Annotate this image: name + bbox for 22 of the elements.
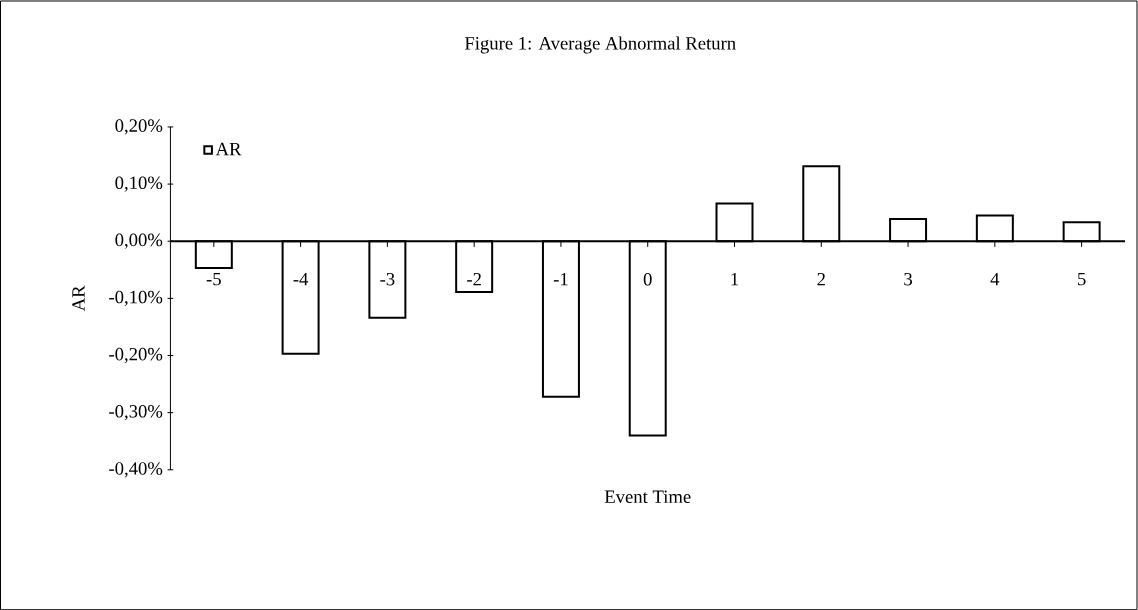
y-tick-label: 0,20%: [115, 119, 163, 135]
y-tick-label: 0,10%: [115, 176, 163, 192]
x-tick-label: 2: [817, 272, 825, 286]
x-tick-label: -5: [206, 272, 221, 286]
x-tick-label: 4: [990, 272, 1000, 286]
y-axis-title: AR: [72, 285, 85, 312]
y-tick-label: -0,20%: [109, 347, 163, 364]
y-tick-label: -0,10%: [109, 290, 163, 306]
y-tick-label: -0,30%: [109, 404, 163, 421]
x-tick-label: 0: [643, 272, 652, 286]
x-tick-label: 3: [904, 272, 913, 286]
y-tick-label: 0,00%: [115, 233, 163, 249]
chart-title: Figure 1: Average Abnormal Return: [464, 36, 736, 54]
y-tick-label: -0,40%: [109, 462, 163, 478]
x-tick-label: 1: [731, 272, 739, 286]
legend-label: AR: [215, 142, 242, 156]
x-tick-label: -4: [293, 272, 309, 286]
x-axis-title: Event Time: [604, 490, 691, 503]
x-tick-label: -3: [380, 272, 395, 286]
x-tick-label: -1: [553, 272, 568, 286]
x-tick-label: 5: [1078, 272, 1086, 286]
x-tick-label: -2: [467, 272, 481, 286]
